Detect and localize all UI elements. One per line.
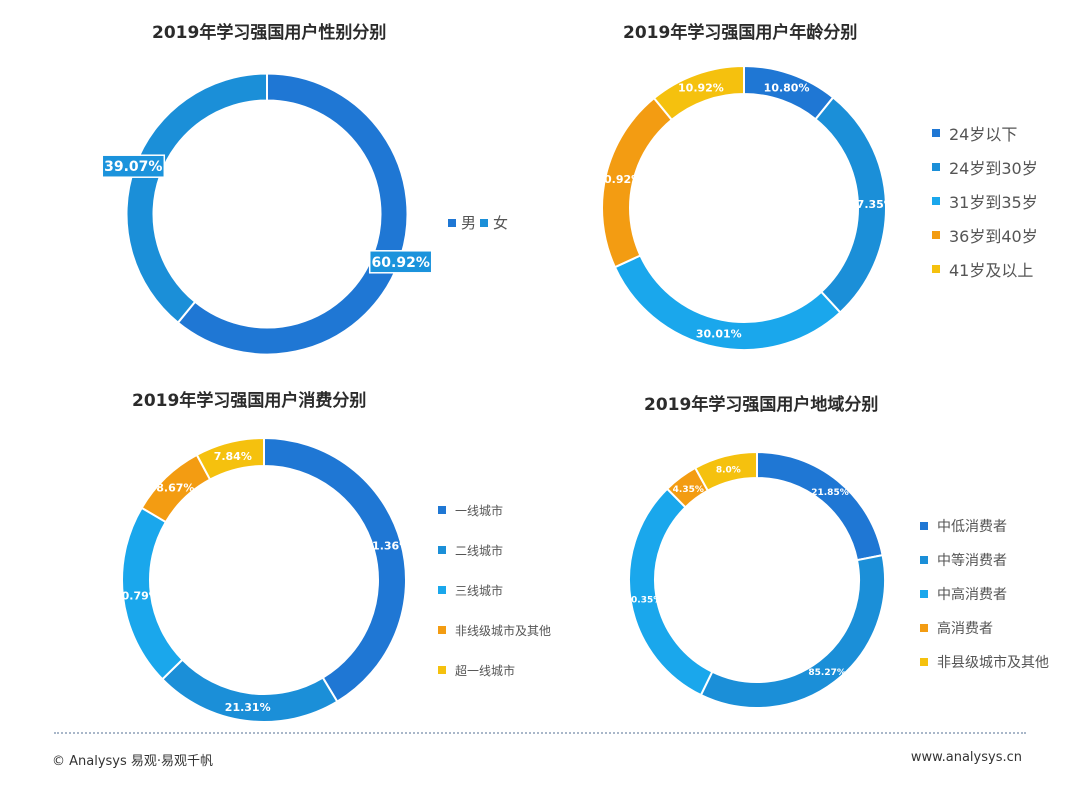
legend-item-region-3: 高消费者 bbox=[920, 611, 1049, 645]
legend-swatch-age-3 bbox=[932, 231, 940, 239]
legend-label-consumption-1: 二线城市 bbox=[455, 543, 504, 558]
data-label-gender-1: 39.07% bbox=[101, 154, 166, 178]
slice-region-0 bbox=[756, 450, 884, 562]
legend-item-consumption-1: 二线城市 bbox=[438, 530, 551, 570]
slice-region-2 bbox=[628, 487, 714, 697]
region-legend: 中低消费者中等消费者中高消费者高消费者非县级城市及其他 bbox=[920, 509, 1049, 679]
data-label-age-0: 10.80% bbox=[764, 81, 810, 94]
data-label-consumption-2: 20.79% bbox=[114, 589, 160, 602]
gender-legend: 男女 bbox=[448, 212, 508, 233]
legend-swatch-region-4 bbox=[920, 658, 928, 666]
legend-swatch-consumption-3 bbox=[438, 626, 446, 634]
legend-swatch-consumption-1 bbox=[438, 546, 446, 554]
legend-swatch-consumption-4 bbox=[438, 666, 446, 674]
legend-swatch-age-0 bbox=[932, 129, 940, 137]
legend-label-region-2: 中高消费者 bbox=[937, 587, 1007, 603]
legend-swatch-region-1 bbox=[920, 556, 928, 564]
gender-chart-title: 2019年学习强国用户性别分别 bbox=[152, 23, 387, 43]
legend-swatch-consumption-2 bbox=[438, 586, 446, 594]
legend-label-consumption-2: 三线城市 bbox=[455, 583, 504, 598]
legend-label-region-1: 中等消费者 bbox=[937, 553, 1007, 569]
data-label-region-0: 21.85% bbox=[811, 488, 849, 498]
legend-label-age-0: 24岁以下 bbox=[949, 125, 1018, 144]
data-label-consumption-0: 41.36% bbox=[364, 540, 410, 553]
data-label-consumption-4: 7.84% bbox=[214, 450, 252, 463]
legend-item-region-4: 非县级城市及其他 bbox=[920, 645, 1049, 679]
legend-item-gender-1: 女 bbox=[480, 212, 508, 233]
legend-swatch-consumption-0 bbox=[438, 506, 446, 514]
age-chart-title: 2019年学习强国用户年龄分别 bbox=[623, 23, 858, 43]
legend-swatch-region-2 bbox=[920, 590, 928, 598]
data-label-consumption-1: 21.31% bbox=[225, 701, 271, 714]
footer-website: www.analysys.cn bbox=[910, 750, 1022, 765]
data-label-age-4: 10.92% bbox=[678, 81, 724, 94]
slice-consumption-4 bbox=[195, 436, 265, 481]
legend-item-consumption-2: 三线城市 bbox=[438, 570, 551, 610]
age-legend: 24岁以下 24岁到30岁 31岁到35岁 36岁到40岁 41岁及以上 bbox=[932, 116, 1038, 286]
consumption-chart-title: 2019年学习强国用户消费分别 bbox=[132, 391, 367, 411]
svg-text:39.07%: 39.07% bbox=[104, 159, 162, 175]
legend-item-region-0: 中低消费者 bbox=[920, 509, 1049, 543]
slice-region-1 bbox=[699, 553, 886, 709]
legend-item-age-4: 41岁及以上 bbox=[932, 252, 1038, 286]
legend-label-age-3: 36岁到40岁 bbox=[949, 227, 1038, 246]
consumption-legend: 一线城市二线城市三线城市非线级城市及其他 超一线城市 bbox=[438, 490, 551, 690]
data-label-age-2: 30.01% bbox=[696, 327, 742, 340]
footer-divider bbox=[54, 732, 1026, 734]
legend-label-region-4: 非县级城市及其他 bbox=[937, 655, 1049, 671]
slice-region-4 bbox=[693, 450, 758, 493]
data-label-gender-0: 60.92% bbox=[368, 250, 433, 274]
legend-label-region-3: 高消费者 bbox=[937, 621, 993, 637]
legend-item-region-1: 中等消费者 bbox=[920, 543, 1049, 577]
legend-swatch-gender-0 bbox=[448, 218, 456, 227]
legend-label-age-4: 41岁及以上 bbox=[949, 261, 1034, 280]
legend-item-consumption-3: 非线级城市及其他 bbox=[438, 610, 551, 650]
data-label-region-4: 8.0% bbox=[716, 466, 741, 476]
legend-item-age-2: 31岁到35岁 bbox=[932, 184, 1038, 218]
legend-label-consumption-3: 非线级城市及其他 bbox=[455, 623, 552, 638]
legend-item-age-0: 24岁以下 bbox=[932, 116, 1038, 150]
legend-item-age-3: 36岁到40岁 bbox=[932, 218, 1038, 252]
legend-item-gender-0: 男 bbox=[448, 212, 476, 233]
slice-age-4 bbox=[652, 64, 745, 122]
legend-label-region-0: 中低消费者 bbox=[937, 519, 1007, 535]
slice-gender-1 bbox=[125, 72, 268, 325]
legend-label-consumption-4: 超一线城市 bbox=[455, 663, 516, 678]
legend-item-age-1: 24岁到30岁 bbox=[932, 150, 1038, 184]
legend-label-consumption-0: 一线城市 bbox=[455, 503, 504, 518]
data-label-age-1: 27.35% bbox=[849, 198, 895, 211]
slice-gender-0 bbox=[176, 72, 409, 356]
legend-swatch-region-3 bbox=[920, 624, 928, 632]
legend-swatch-gender-1 bbox=[480, 218, 489, 227]
data-label-consumption-3: 8.67% bbox=[156, 482, 194, 495]
legend-swatch-region-0 bbox=[920, 522, 928, 530]
legend-item-consumption-4: 超一线城市 bbox=[438, 650, 551, 690]
footer-copyright: © Analysys 易观·易观千帆 bbox=[52, 754, 214, 769]
region-chart-title: 2019年学习强国用户地域分别 bbox=[644, 395, 879, 415]
legend-label-age-2: 31岁到35岁 bbox=[949, 193, 1038, 212]
legend-label-gender-0: 男 bbox=[461, 214, 477, 232]
legend-swatch-age-1 bbox=[932, 163, 940, 171]
data-label-region-1: 85.27% bbox=[808, 668, 846, 678]
legend-swatch-age-2 bbox=[932, 197, 940, 205]
legend-label-age-1: 24岁到30岁 bbox=[949, 159, 1038, 178]
svg-text:60.92%: 60.92% bbox=[372, 255, 430, 271]
legend-item-consumption-0: 一线城市 bbox=[438, 490, 551, 530]
legend-label-gender-1: 女 bbox=[493, 214, 509, 232]
legend-item-region-2: 中高消费者 bbox=[920, 577, 1049, 611]
data-label-region-3: 4.35% bbox=[673, 485, 704, 495]
data-label-age-3: 20.92% bbox=[596, 173, 642, 186]
data-label-region-2: 30.35% bbox=[625, 596, 663, 606]
legend-swatch-age-4 bbox=[932, 265, 940, 273]
